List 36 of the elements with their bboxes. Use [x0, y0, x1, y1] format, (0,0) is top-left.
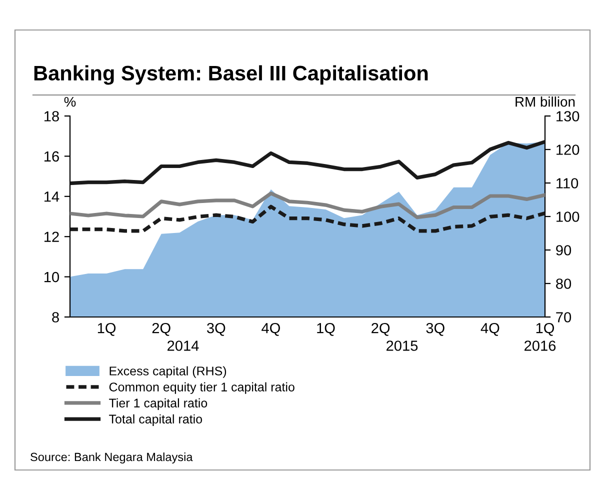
line-series [70, 140, 545, 186]
legend-label: Common equity tier 1 capital ratio [109, 382, 294, 394]
x-tick-label: 2Q [372, 322, 390, 336]
x-tick-label: 1Q [98, 322, 116, 336]
y2-tick-label: 80 [556, 278, 572, 289]
x-tick-label: 3Q [426, 322, 444, 336]
x-tick-label: 1Q [317, 322, 335, 336]
text: 2015 [386, 340, 418, 351]
y2-tick-label: 100 [556, 212, 580, 222]
legend-label: Tier 1 capital ratio [109, 398, 208, 410]
source-note: Source: Bank Negara Malaysia [30, 452, 193, 464]
x-tick-label: 2Q [152, 322, 170, 336]
chart-title: Banking System: Basel III Capitalisation [34, 65, 428, 85]
y2-axis-title: RM billion [516, 96, 575, 107]
y-tick-label: 10 [44, 272, 60, 282]
y-axis-title: % [64, 96, 76, 107]
y-tick-label: 18 [44, 111, 59, 122]
x-tick-label: 4Q [262, 322, 280, 336]
y2-tick-label: 110 [556, 178, 578, 188]
legend-label: Total capital ratio [109, 414, 202, 426]
text: 2016 [524, 340, 556, 351]
y2-tick-label: 130 [556, 111, 580, 122]
y-tick-label: 8 [52, 312, 59, 322]
line-series [70, 204, 545, 233]
x-tick-label: 1Q [536, 322, 554, 336]
y2-tick-label: 120 [556, 144, 580, 155]
x-tick-label: 4Q [480, 322, 500, 336]
legend-label: Excess capital (RHS) [110, 366, 226, 378]
y-tick-label: 12 [44, 232, 59, 242]
y-tick-label: 14 [44, 192, 60, 202]
line-series [70, 192, 545, 220]
x-tick-label: 3Q [206, 322, 226, 336]
y2-tick-label: 70 [556, 312, 572, 322]
y2-tick-label: 90 [556, 245, 572, 256]
y-tick-label: 16 [44, 151, 59, 162]
text: 2014 [168, 340, 199, 351]
